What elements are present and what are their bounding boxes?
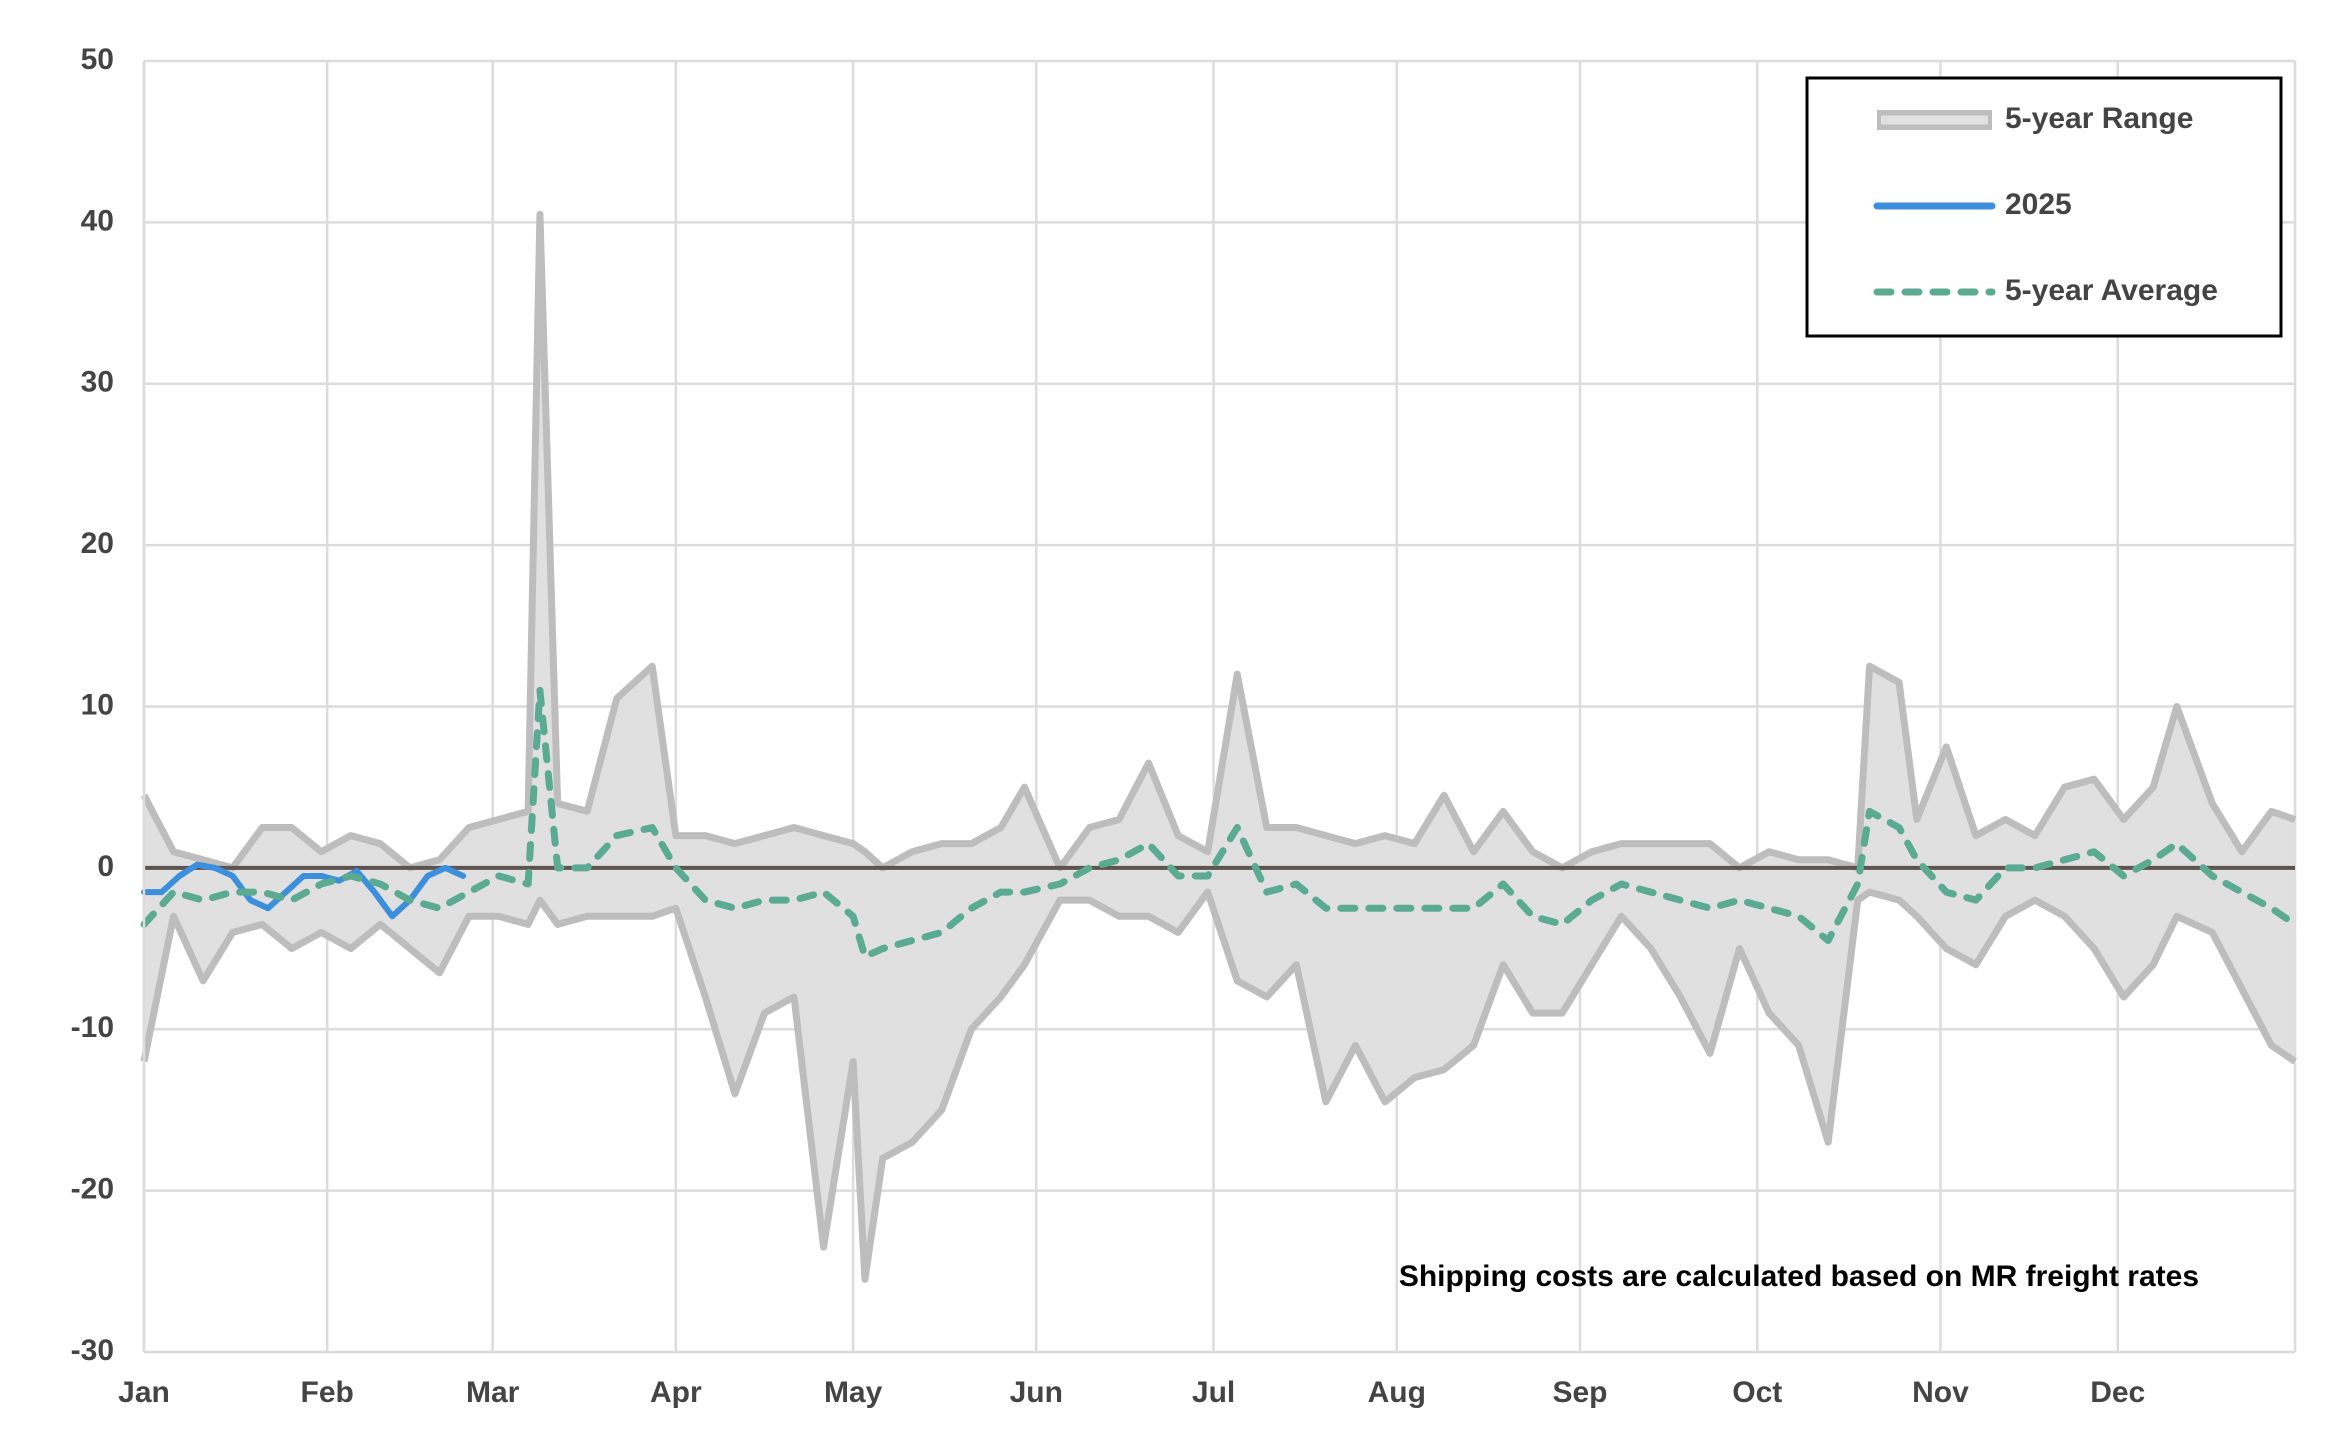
- y-tick-label: 50: [81, 43, 114, 76]
- x-tick-label: Oct: [1732, 1376, 1782, 1409]
- series-line: [140, 686, 2299, 961]
- y-tick-label: 0: [97, 850, 114, 883]
- x-tick-label: Jul: [1192, 1376, 1235, 1409]
- x-tick-label: Sep: [1552, 1376, 1607, 1409]
- x-tick-label: Aug: [1368, 1376, 1426, 1409]
- range-upper-line: [140, 210, 2297, 872]
- x-tick-label: Jun: [1010, 1376, 1063, 1409]
- x-tick-label: Feb: [301, 1376, 354, 1409]
- x-tick-label: Jan: [118, 1376, 170, 1409]
- x-tick-label: May: [824, 1376, 883, 1409]
- legend-label: 2025: [2005, 188, 2072, 221]
- x-tick-label: Apr: [650, 1376, 702, 1409]
- x-tick-label: Dec: [2090, 1376, 2145, 1409]
- y-tick-label: -20: [71, 1173, 114, 1206]
- legend-label: 5-year Average: [2005, 274, 2218, 307]
- y-tick-label: -10: [71, 1011, 114, 1044]
- y-tick-label: -30: [71, 1334, 114, 1367]
- x-tick-label: Mar: [466, 1376, 520, 1409]
- range-lower-line: [140, 888, 2297, 1283]
- annotation: Shipping costs are calculated based on M…: [1399, 1260, 2199, 1293]
- range-fill: [144, 214, 2295, 1280]
- y-tick-label: 10: [81, 688, 114, 721]
- y-tick-label: 30: [81, 366, 114, 399]
- legend: 5-year Range 2025 5-year Average: [1805, 76, 2283, 338]
- legend-label: 5-year Range: [2005, 102, 2193, 135]
- y-tick-label: 20: [81, 527, 114, 560]
- y-tick-label: 40: [81, 204, 114, 237]
- x-tick-label: Nov: [1912, 1376, 1969, 1409]
